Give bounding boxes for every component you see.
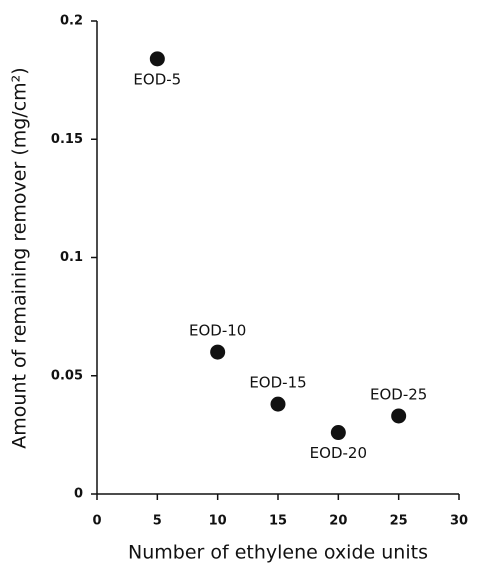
x-tick-label: 15 xyxy=(269,514,287,529)
point xyxy=(210,344,226,360)
point-label: EOD-25 xyxy=(370,385,427,403)
point-label: EOD-15 xyxy=(249,374,306,392)
y-tick-label: 0 xyxy=(74,487,83,502)
x-axis-title: Number of ethylene oxide units xyxy=(128,542,428,564)
point xyxy=(391,408,407,424)
point-label: EOD-10 xyxy=(189,322,246,340)
point xyxy=(330,425,346,441)
point xyxy=(270,396,286,412)
y-tick-label: 0.15 xyxy=(51,132,83,147)
x-tick-label: 30 xyxy=(450,514,468,529)
point-label: EOD-20 xyxy=(310,444,367,462)
x-tick-label: 10 xyxy=(209,514,227,529)
x-tick-label: 0 xyxy=(92,514,101,529)
x-tick-label: 25 xyxy=(390,514,408,529)
point-label: EOD-5 xyxy=(133,70,181,88)
point xyxy=(149,51,165,67)
y-tick-label: 0.1 xyxy=(60,250,83,265)
x-tick-label: 20 xyxy=(329,514,347,529)
x-tick-label: 5 xyxy=(153,514,162,529)
y-tick-label: 0.2 xyxy=(60,14,83,29)
y-tick-label: 0.05 xyxy=(51,368,83,383)
y-axis-title: Amount of remaining remover (mg/cm²) xyxy=(9,67,31,448)
